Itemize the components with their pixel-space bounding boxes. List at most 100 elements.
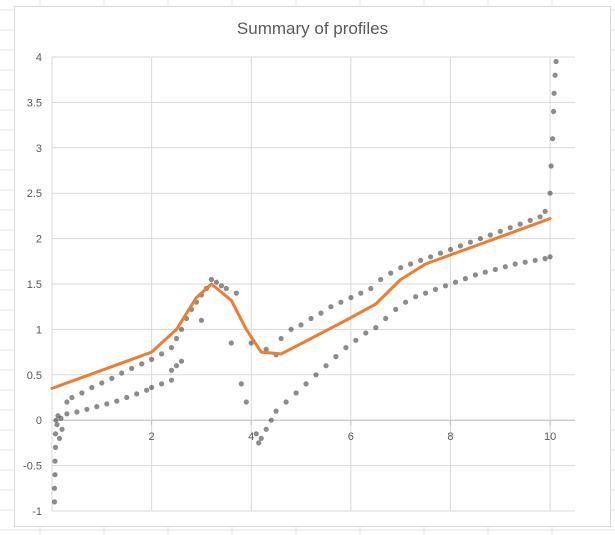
data-point bbox=[532, 257, 538, 263]
data-point bbox=[74, 409, 80, 415]
x-tick-label: 8 bbox=[447, 431, 453, 443]
data-point bbox=[228, 340, 234, 346]
data-point bbox=[527, 217, 533, 223]
data-point bbox=[550, 136, 556, 142]
data-point bbox=[168, 367, 175, 373]
data-point bbox=[413, 294, 419, 300]
data-point bbox=[423, 290, 429, 296]
data-point bbox=[56, 435, 63, 441]
data-point bbox=[353, 337, 359, 343]
data-point bbox=[124, 394, 130, 401]
x-tick-label: 6 bbox=[348, 431, 354, 443]
data-point bbox=[512, 261, 518, 267]
data-point bbox=[551, 90, 557, 96]
data-point bbox=[59, 426, 65, 432]
data-point bbox=[328, 304, 334, 310]
y-tick-label: 0 bbox=[36, 415, 42, 427]
data-point bbox=[548, 163, 554, 169]
y-tick-label: 1.5 bbox=[27, 279, 42, 291]
data-point bbox=[482, 269, 488, 275]
data-point bbox=[208, 276, 214, 283]
data-point bbox=[522, 259, 528, 265]
data-point bbox=[69, 394, 75, 401]
data-point bbox=[168, 345, 175, 351]
y-tick-label: 1 bbox=[36, 324, 42, 336]
data-point bbox=[256, 440, 262, 446]
data-point bbox=[447, 246, 454, 253]
data-point bbox=[338, 299, 344, 305]
y-tick-label: 3 bbox=[36, 143, 42, 155]
data-point bbox=[472, 272, 478, 278]
data-point bbox=[243, 399, 249, 405]
chart-area[interactable] bbox=[14, 6, 611, 527]
data-point bbox=[552, 72, 558, 78]
data-point bbox=[517, 221, 523, 227]
data-point bbox=[313, 372, 319, 378]
data-point bbox=[134, 391, 140, 397]
data-point bbox=[457, 243, 463, 249]
data-point bbox=[104, 401, 110, 407]
axes bbox=[52, 419, 575, 426]
data-point bbox=[119, 370, 125, 376]
x-tick-label: 10 bbox=[544, 431, 556, 443]
data-point bbox=[109, 375, 115, 381]
data-point bbox=[233, 290, 239, 296]
data-point bbox=[248, 340, 254, 346]
data-point bbox=[497, 228, 503, 234]
data-point bbox=[149, 384, 155, 391]
data-point bbox=[492, 266, 498, 273]
y-tick-label: 4 bbox=[36, 52, 42, 64]
data-point bbox=[278, 335, 284, 342]
data-point bbox=[94, 404, 100, 410]
data-point bbox=[223, 285, 229, 292]
y-tick-label: 2.5 bbox=[27, 188, 42, 200]
x-tick-label: 4 bbox=[248, 431, 254, 443]
data-point bbox=[418, 257, 424, 263]
data-point bbox=[298, 322, 304, 328]
summary-line-series bbox=[50, 217, 552, 390]
data-point bbox=[378, 276, 384, 283]
data-point bbox=[383, 315, 389, 322]
data-point bbox=[268, 417, 274, 423]
data-point bbox=[368, 285, 374, 292]
data-point bbox=[79, 390, 85, 396]
data-point bbox=[537, 214, 543, 220]
summary-line bbox=[50, 217, 552, 390]
y-tick-label: 3.5 bbox=[27, 97, 42, 109]
data-point bbox=[89, 384, 95, 391]
data-point bbox=[293, 390, 299, 396]
data-point bbox=[263, 346, 269, 352]
data-point bbox=[149, 356, 155, 362]
data-point bbox=[178, 326, 185, 332]
data-point bbox=[54, 422, 60, 428]
data-point bbox=[99, 380, 105, 386]
data-point bbox=[253, 431, 259, 437]
data-point bbox=[542, 256, 548, 262]
data-point bbox=[238, 381, 244, 387]
y-tick-label: 2 bbox=[36, 234, 42, 246]
data-point bbox=[52, 444, 59, 450]
data-point bbox=[467, 239, 473, 245]
data-point bbox=[403, 299, 409, 305]
data-point bbox=[502, 264, 508, 270]
data-point bbox=[288, 326, 294, 332]
data-point bbox=[58, 415, 64, 421]
data-point bbox=[318, 310, 324, 316]
x-tick-label: 2 bbox=[149, 431, 155, 443]
data-point bbox=[442, 283, 449, 289]
data-point bbox=[64, 399, 70, 405]
data-point bbox=[303, 381, 309, 387]
data-point bbox=[333, 354, 339, 360]
data-point bbox=[551, 108, 557, 115]
data-point bbox=[129, 365, 135, 371]
data-point bbox=[114, 398, 120, 404]
data-point bbox=[363, 330, 369, 336]
data-point bbox=[52, 472, 58, 478]
data-point bbox=[198, 317, 204, 323]
data-point bbox=[542, 208, 548, 214]
data-point bbox=[308, 315, 314, 322]
data-point bbox=[477, 236, 483, 242]
data-point bbox=[144, 387, 150, 393]
data-point bbox=[547, 190, 553, 196]
